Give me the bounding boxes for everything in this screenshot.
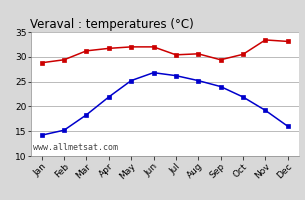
Text: www.allmetsat.com: www.allmetsat.com xyxy=(33,143,118,152)
Text: Veraval : temperatures (°C): Veraval : temperatures (°C) xyxy=(30,18,194,31)
